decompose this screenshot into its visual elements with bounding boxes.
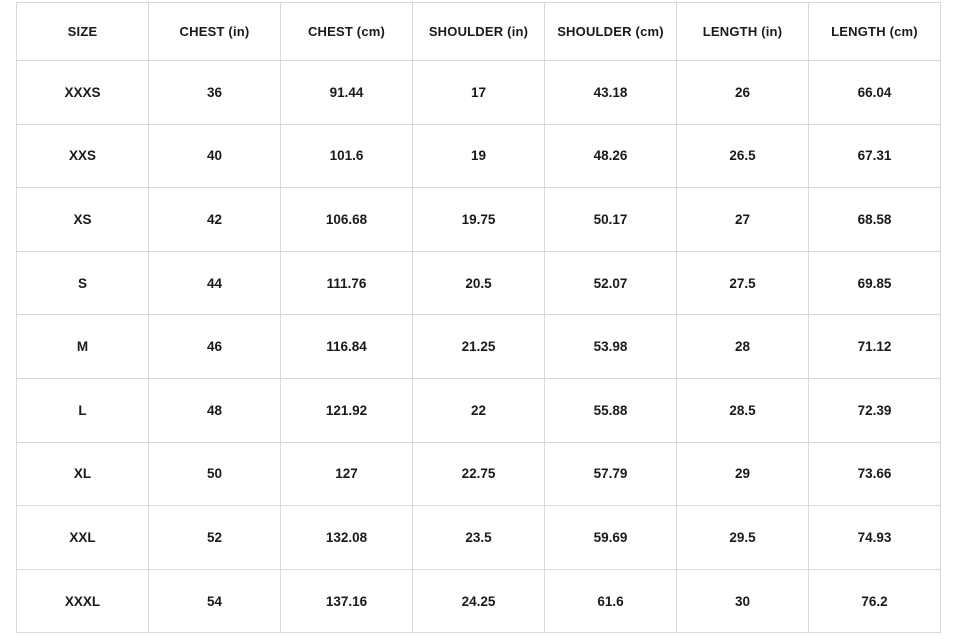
table-row: XXXL 54 137.16 24.25 61.6 30 76.2 [16,568,941,634]
measurement-cell: 24.25 [412,568,545,634]
size-label-cell: L [16,377,149,443]
measurement-cell: 55.88 [544,377,677,443]
measurement-cell: 66.04 [808,60,941,125]
measurement-cell: 26.5 [676,123,809,189]
measurement-cell: 40 [148,123,281,189]
measurement-cell: 28 [676,314,809,379]
size-label-cell: XS [16,187,149,252]
measurement-cell: 42 [148,187,281,252]
table-row: XS 42 106.68 19.75 50.17 27 68.58 [16,187,941,252]
column-header: SIZE [16,2,149,61]
column-header: LENGTH (in) [676,2,809,61]
table-row: XXXS 36 91.44 17 43.18 26 66.04 [16,60,941,125]
measurement-cell: 28.5 [676,377,809,443]
measurement-cell: 116.84 [280,314,413,379]
header-row: SIZE CHEST (in) CHEST (cm) SHOULDER (in) SHO… [16,2,941,61]
measurement-cell: 44 [148,250,281,316]
size-label-cell: M [16,314,149,379]
measurement-cell: 46 [148,314,281,379]
measurement-cell: 43.18 [544,60,677,125]
table-header: SIZE CHEST (in) CHEST (cm) SHOULDER (in) SHO… [16,2,941,61]
column-header: CHEST (in) [148,2,281,61]
size-label-cell: S [16,250,149,316]
table-row: XXS 40 101.6 19 48.26 26.5 67.31 [16,123,941,189]
measurement-cell: 53.98 [544,314,677,379]
table-row: XL 50 127 22.75 57.79 29 73.66 [16,441,941,507]
measurement-cell: 71.12 [808,314,941,379]
measurement-cell: 22 [412,377,545,443]
size-label-cell: XXXL [16,568,149,634]
measurement-cell: 106.68 [280,187,413,252]
measurement-cell: 68.58 [808,187,941,252]
measurement-cell: 57.79 [544,441,677,507]
table-row: S 44 111.76 20.5 52.07 27.5 69.85 [16,250,941,316]
measurement-cell: 61.6 [544,568,677,634]
measurement-cell: 121.92 [280,377,413,443]
measurement-cell: 111.76 [280,250,413,316]
measurement-cell: 17 [412,60,545,125]
measurement-cell: 91.44 [280,60,413,125]
measurement-cell: 52 [148,505,281,570]
measurement-cell: 59.69 [544,505,677,570]
measurement-cell: 48 [148,377,281,443]
measurement-cell: 50.17 [544,187,677,252]
measurement-cell: 50 [148,441,281,507]
measurement-cell: 73.66 [808,441,941,507]
measurement-cell: 72.39 [808,377,941,443]
measurement-cell: 19.75 [412,187,545,252]
measurement-cell: 26 [676,60,809,125]
table-row: M 46 116.84 21.25 53.98 28 71.12 [16,314,941,379]
measurement-cell: 127 [280,441,413,507]
column-header: CHEST (cm) [280,2,413,61]
measurement-cell: 74.93 [808,505,941,570]
size-label-cell: XXXS [16,60,149,125]
column-header: SHOULDER (in) [412,2,545,61]
measurement-cell: 27 [676,187,809,252]
measurement-cell: 101.6 [280,123,413,189]
column-header: SHOULDER (cm) [544,2,677,61]
measurement-cell: 23.5 [412,505,545,570]
size-label-cell: XXL [16,505,149,570]
table-row: XXL 52 132.08 23.5 59.69 29.5 74.93 [16,505,941,570]
size-label-cell: XXS [16,123,149,189]
measurement-cell: 30 [676,568,809,634]
measurement-cell: 137.16 [280,568,413,634]
column-header: LENGTH (cm) [808,2,941,61]
measurement-cell: 48.26 [544,123,677,189]
measurement-cell: 54 [148,568,281,634]
measurement-cell: 67.31 [808,123,941,189]
measurement-cell: 20.5 [412,250,545,316]
measurement-cell: 52.07 [544,250,677,316]
table-row: L 48 121.92 22 55.88 28.5 72.39 [16,377,941,443]
measurement-cell: 76.2 [808,568,941,634]
size-chart-container: SIZE CHEST (in) CHEST (cm) SHOULDER (in) SHO… [16,2,941,634]
measurement-cell: 36 [148,60,281,125]
measurement-cell: 69.85 [808,250,941,316]
measurement-cell: 21.25 [412,314,545,379]
measurement-cell: 22.75 [412,441,545,507]
measurement-cell: 27.5 [676,250,809,316]
size-label-cell: XL [16,441,149,507]
measurement-cell: 132.08 [280,505,413,570]
measurement-cell: 19 [412,123,545,189]
size-chart-table: SIZE CHEST (in) CHEST (cm) SHOULDER (in) SHO… [16,2,941,634]
measurement-cell: 29.5 [676,505,809,570]
table-body: XXXS 36 91.44 17 43.18 26 66.04 XXS 40 101.6 19 48.… [16,60,941,634]
measurement-cell: 29 [676,441,809,507]
